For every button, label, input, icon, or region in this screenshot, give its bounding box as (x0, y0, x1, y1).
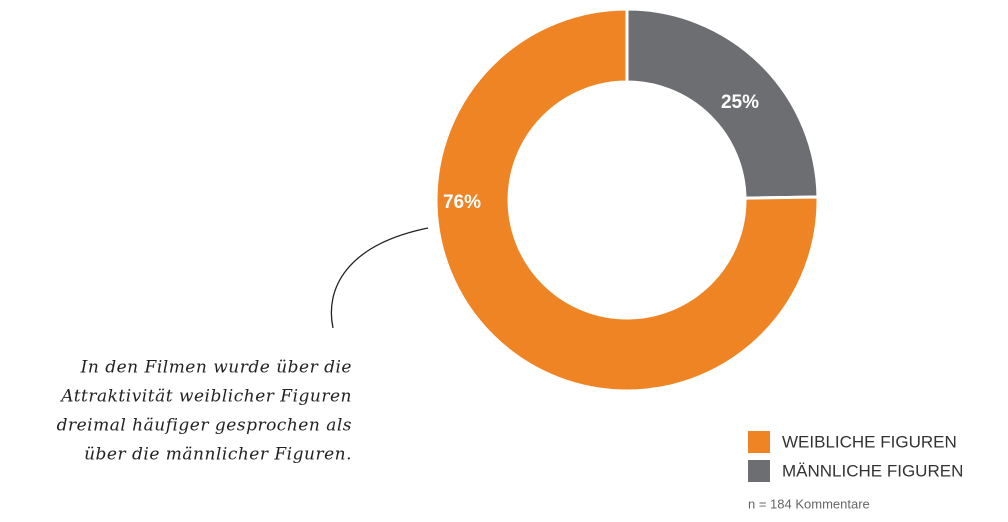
annotation-leader (330, 227, 429, 329)
donut-slice (625, 7, 820, 200)
annotation-line: dreimal häufiger gesprochen als (57, 416, 352, 436)
value-label: 76% (443, 192, 481, 213)
annotation-line: In den Filmen wurde über die (80, 358, 352, 378)
annotation-line: über die männlicher Figuren. (84, 445, 352, 465)
annotation-line: Attraktivität weiblicher Figuren (59, 387, 352, 407)
legend-swatch (748, 431, 770, 453)
value-label: 25% (721, 92, 759, 113)
legend-label: MÄNNLICHE FIGUREN (782, 461, 963, 480)
donut-slice (434, 7, 820, 393)
legend-swatch (748, 460, 770, 482)
legend-label: WEIBLICHE FIGUREN (782, 432, 957, 451)
sample-note: n = 184 Kommentare (748, 496, 870, 511)
